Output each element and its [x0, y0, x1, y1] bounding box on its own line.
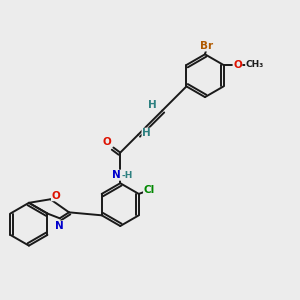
- Text: O: O: [103, 137, 111, 147]
- Text: H: H: [148, 100, 157, 110]
- Text: N: N: [55, 221, 64, 231]
- Text: O: O: [233, 60, 242, 70]
- Text: O: O: [51, 191, 60, 201]
- Text: CH₃: CH₃: [246, 61, 264, 70]
- Text: Cl: Cl: [144, 185, 155, 195]
- Text: Br: Br: [200, 41, 213, 51]
- Text: N: N: [112, 170, 121, 180]
- Text: -H: -H: [121, 171, 133, 180]
- Text: H: H: [142, 128, 151, 138]
